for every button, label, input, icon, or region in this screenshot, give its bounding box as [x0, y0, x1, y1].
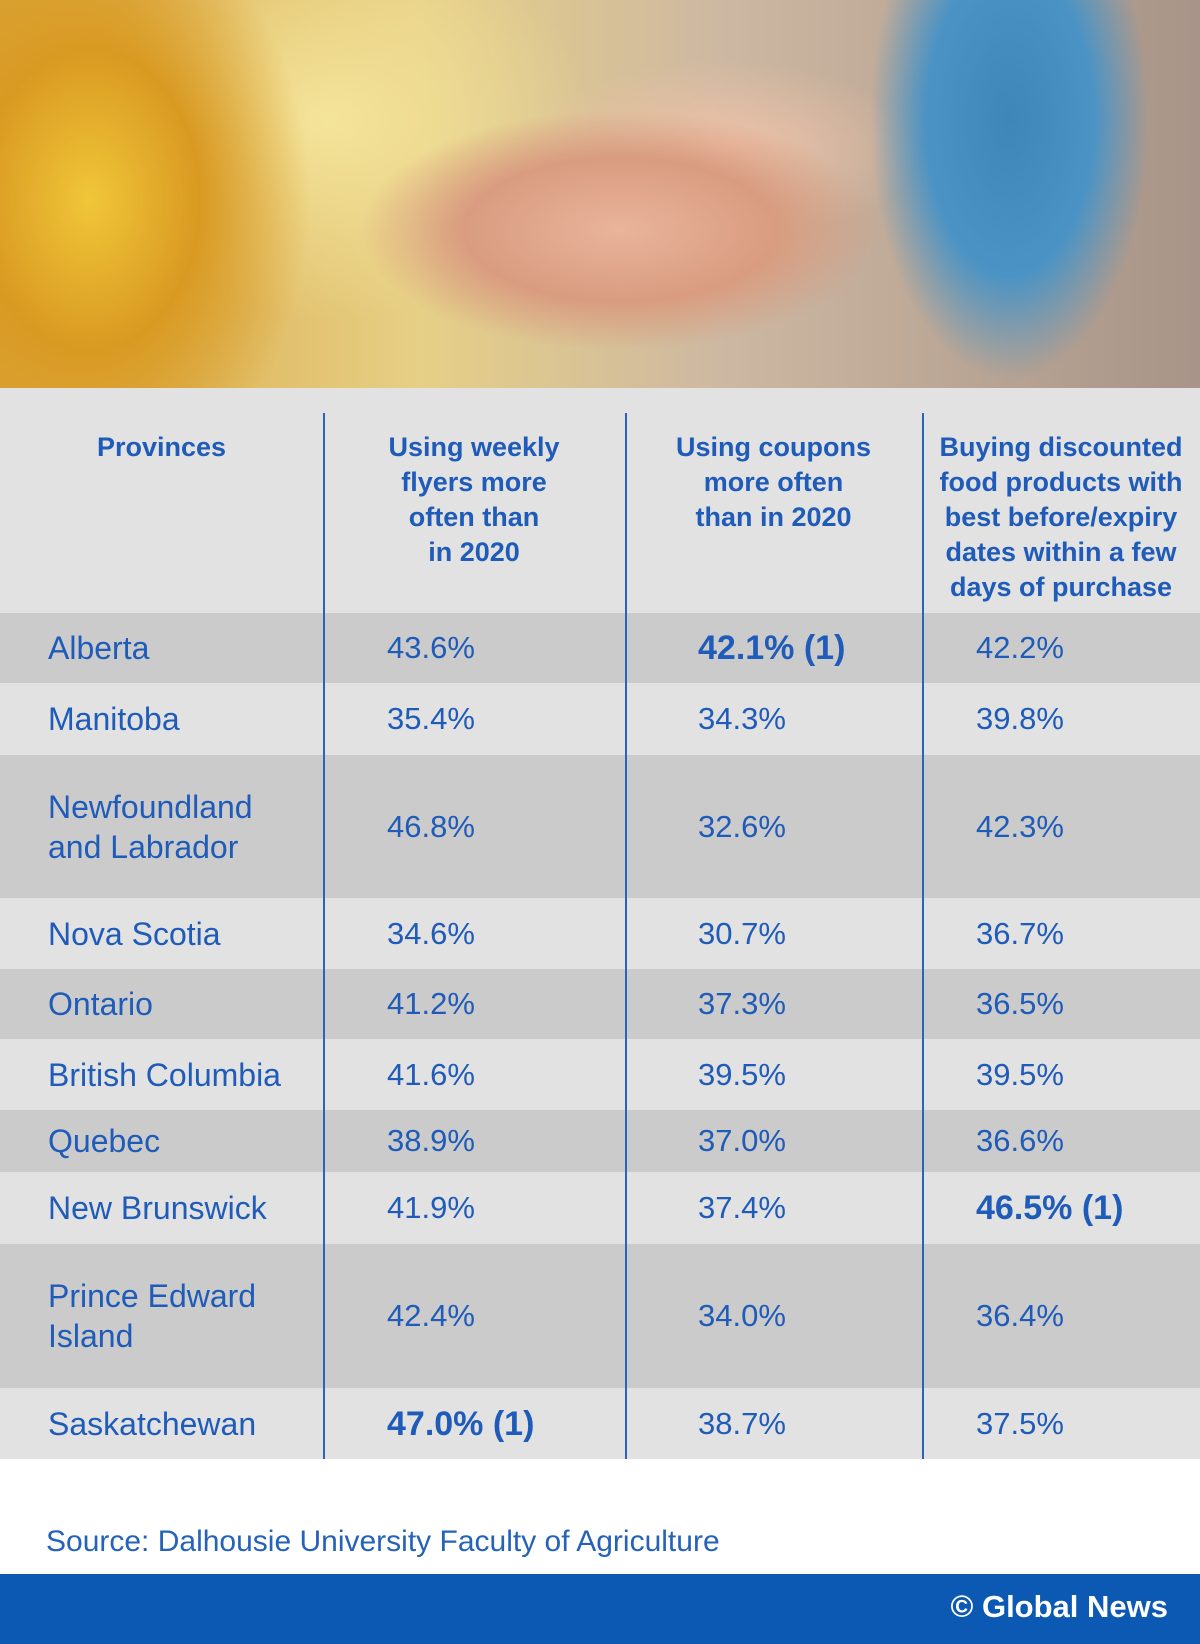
- column-header: food products with: [939, 467, 1183, 497]
- row-background: [0, 1110, 1200, 1172]
- value: 41.2%: [387, 986, 475, 1021]
- value: 37.0%: [698, 1123, 786, 1158]
- row-background: [0, 969, 1200, 1039]
- column-header: dates within a few: [945, 537, 1177, 567]
- value: 46.5% (1): [976, 1189, 1124, 1227]
- column-header: days of purchase: [949, 572, 1173, 602]
- value: 38.9%: [387, 1123, 475, 1158]
- value: 30.7%: [698, 915, 786, 951]
- value: 42.3%: [976, 808, 1064, 844]
- value: 39.5%: [976, 1056, 1064, 1092]
- photo: [0, 0, 1200, 388]
- value: 38.7%: [698, 1405, 786, 1441]
- province: and Labrador: [48, 828, 239, 865]
- value: 41.6%: [387, 1056, 475, 1092]
- province: British Columbia: [48, 1056, 281, 1093]
- value: 42.4%: [387, 1298, 475, 1333]
- value: 34.6%: [387, 915, 475, 951]
- row-background: [0, 1172, 1200, 1244]
- province: Nova Scotia: [48, 915, 221, 952]
- column-header: often than: [408, 502, 540, 532]
- row-background: [0, 1244, 1200, 1388]
- row-background: [0, 1039, 1200, 1110]
- value: 39.5%: [698, 1056, 786, 1092]
- province: Saskatchewan: [48, 1405, 257, 1442]
- province: Island: [48, 1318, 134, 1354]
- column-header: Provinces: [96, 432, 227, 462]
- column-header: Using coupons: [676, 432, 871, 462]
- row-background: [0, 755, 1200, 898]
- value: 37.3%: [698, 986, 786, 1021]
- value: 36.5%: [976, 986, 1064, 1021]
- value: 36.6%: [976, 1123, 1064, 1158]
- value: 42.1% (1): [698, 629, 846, 667]
- column-header: than in 2020: [695, 502, 852, 532]
- column-header: flyers more: [401, 467, 547, 497]
- footer-bar: [0, 1574, 1200, 1644]
- province: Prince Edward: [48, 1278, 257, 1314]
- value: 36.4%: [976, 1298, 1064, 1333]
- value: 43.6%: [387, 630, 475, 665]
- column-header: Using weekly: [388, 432, 560, 462]
- value: 39.8%: [976, 701, 1064, 736]
- province: Ontario: [48, 986, 153, 1022]
- value: 34.3%: [698, 701, 786, 736]
- column-divider: [625, 413, 627, 1459]
- value: 47.0% (1): [387, 1404, 535, 1443]
- value: 34.0%: [698, 1298, 786, 1333]
- source: Source: Dalhousie University Faculty of …: [46, 1525, 720, 1558]
- column-header: in 2020: [428, 537, 520, 567]
- value: 41.9%: [387, 1190, 475, 1225]
- value: 42.2%: [976, 630, 1064, 665]
- province: Quebec: [48, 1123, 161, 1159]
- row-background: [0, 1388, 1200, 1459]
- value: 37.4%: [698, 1190, 786, 1225]
- value: 46.8%: [387, 808, 475, 844]
- value: 37.5%: [976, 1405, 1064, 1441]
- row-background: [0, 683, 1200, 755]
- row-background: [0, 613, 1200, 683]
- column-divider: [323, 413, 325, 1459]
- province: Manitoba: [48, 701, 180, 737]
- column-header: more often: [703, 467, 844, 497]
- province: Alberta: [48, 630, 150, 666]
- credit: © Global News: [950, 1589, 1169, 1624]
- value: 35.4%: [387, 701, 475, 736]
- column-header: best before/expiry: [944, 502, 1178, 532]
- row-background: [0, 898, 1200, 969]
- province: New Brunswick: [48, 1190, 267, 1226]
- value: 32.6%: [698, 808, 786, 844]
- column-header: Buying discounted: [939, 432, 1183, 462]
- province: Newfoundland: [48, 788, 253, 825]
- value: 36.7%: [976, 915, 1064, 951]
- header-background: [0, 388, 1200, 613]
- column-divider: [922, 413, 924, 1459]
